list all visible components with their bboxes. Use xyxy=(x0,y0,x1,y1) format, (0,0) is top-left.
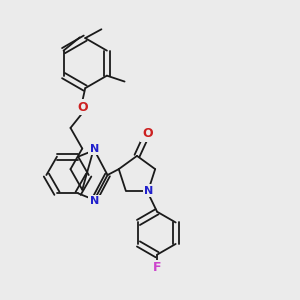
Text: N: N xyxy=(90,144,99,154)
Text: N: N xyxy=(145,185,154,196)
Text: F: F xyxy=(153,262,161,275)
Text: O: O xyxy=(142,127,153,140)
Text: N: N xyxy=(90,196,99,206)
Text: O: O xyxy=(77,101,88,114)
